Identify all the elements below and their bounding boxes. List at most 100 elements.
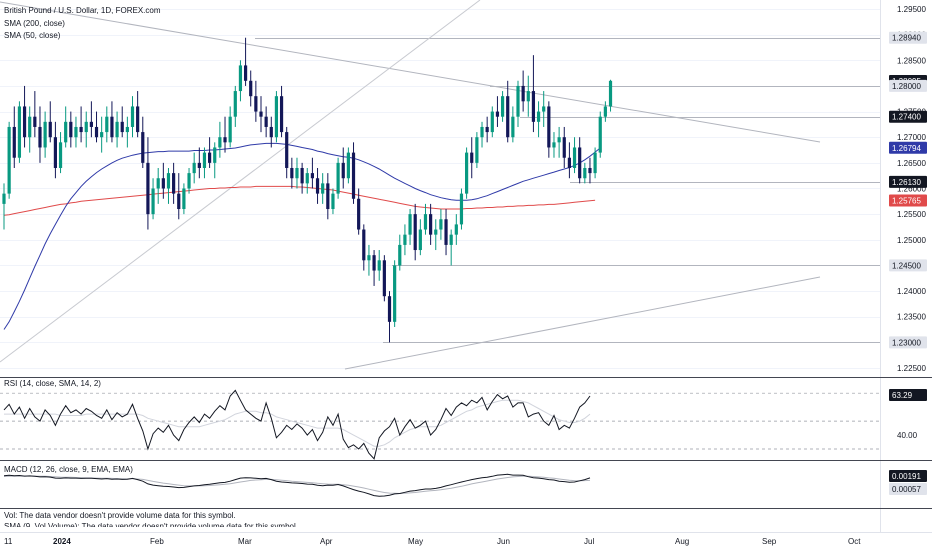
candle-body (315, 178, 320, 194)
time-label: Mar (238, 537, 252, 546)
candle-body (115, 121, 119, 138)
candle-body (470, 152, 474, 163)
candle-body (536, 111, 541, 122)
candle-body (418, 229, 422, 251)
candle-body (2, 193, 6, 204)
volume-sma-note: SMA (9, Vol Volume): The data vendor doe… (4, 522, 296, 527)
candle-body (413, 214, 417, 251)
moving-averages (3, 142, 601, 330)
candle-body (130, 106, 135, 127)
price-tick-label: 1.25500 (897, 210, 926, 219)
time-label: Oct (848, 537, 861, 546)
price-badge: 1.23000 (892, 338, 921, 347)
legend-sma50[interactable]: SMA (50, close) (4, 31, 61, 40)
time-label: Sep (762, 537, 777, 546)
volume-note: Vol: The data vendor doesn't provide vol… (4, 511, 236, 520)
time-axis[interactable]: 11 2024 Feb Mar Apr May Jun Jul Aug Sep Oct (0, 532, 932, 550)
candle-body (187, 173, 191, 189)
candle-body (7, 126, 11, 194)
candle-body (423, 214, 428, 230)
chart-title[interactable]: British Pound / U.S. Dollar, 1D, FOREX.c… (4, 6, 161, 15)
price-tick-label: 1.29500 (897, 5, 926, 14)
time-label: 2024 (53, 537, 71, 546)
price-badge-bg (889, 141, 927, 154)
time-axis-bg (0, 532, 932, 550)
price-badge-bg (889, 175, 927, 188)
candle-body (480, 126, 484, 138)
candle-body (321, 183, 325, 194)
macd-legend[interactable]: MACD (12, 26, close, 9, EMA, EMA) (4, 465, 133, 474)
candle-body (567, 157, 571, 168)
candle-body (48, 121, 52, 138)
price-badge: 1.26130 (892, 178, 921, 187)
macd-pane (3, 473, 591, 497)
signal-badge: 0.00057 (892, 485, 921, 494)
candle-body (500, 96, 505, 117)
candle-body (490, 111, 494, 133)
candle-body (572, 147, 577, 168)
candle-body (192, 162, 196, 174)
candle-body (367, 255, 371, 261)
candle-body (578, 147, 582, 179)
candle-body (310, 173, 314, 179)
candle-body (336, 162, 340, 194)
price-badge: 1.28940 (892, 34, 921, 43)
trend-line-descending (0, 1, 821, 143)
candle-body (506, 96, 510, 138)
candle-body (202, 152, 207, 168)
candle-body (12, 126, 16, 158)
candle-body (295, 167, 299, 179)
price-tick-label: 1.25000 (897, 236, 926, 245)
candle-body (243, 65, 248, 81)
candle-body (33, 116, 37, 127)
candle-body (125, 126, 129, 133)
sma50-line (3, 142, 601, 330)
rsi-tick-label: 40.00 (897, 431, 918, 440)
time-label: Aug (675, 537, 689, 546)
signal-badge-bg (889, 483, 927, 495)
time-label: May (408, 537, 423, 546)
candle-body (526, 91, 530, 102)
candle-body (28, 116, 32, 138)
candle-body (208, 152, 212, 163)
candle-body (387, 296, 392, 322)
candle-body (454, 224, 458, 235)
candle-body (285, 132, 289, 168)
candle-body (218, 137, 222, 148)
trend-line-ascending-steep (0, 0, 481, 363)
candle-body (177, 193, 181, 210)
candle-body (17, 106, 22, 158)
candle-body (300, 167, 304, 184)
horizontal-levels (255, 38, 880, 343)
time-label: 11 (4, 537, 13, 546)
price-badge-bg (889, 194, 927, 207)
rsi-legend[interactable]: RSI (14, close, SMA, 14, 2) (4, 379, 101, 388)
trend-lines (0, 0, 821, 370)
candle-body (136, 106, 140, 133)
price-badge-bg (889, 336, 927, 349)
rsi-sma-line (4, 399, 591, 447)
macd-badge: 0.00191 (892, 472, 921, 481)
candle-body (398, 244, 402, 266)
candle-body (598, 116, 602, 153)
candle-body (79, 126, 83, 133)
time-label: Jun (497, 537, 510, 546)
candle-body (495, 111, 500, 117)
candle-body (110, 116, 114, 138)
candle-body (38, 126, 42, 148)
candle-body (403, 234, 407, 245)
candle-body (182, 188, 186, 210)
legend-sma200[interactable]: SMA (200, close) (4, 19, 65, 28)
candle-body (377, 260, 381, 271)
price-tick-label: 1.28500 (897, 56, 926, 65)
candle-body (346, 152, 350, 179)
candle-body (161, 178, 165, 189)
candle-body (516, 85, 520, 117)
pane-separators (0, 377, 932, 509)
candle-body (74, 126, 78, 138)
candle-body (459, 193, 464, 225)
candle-body (465, 152, 469, 194)
candle-body (100, 132, 104, 138)
candle-body (357, 198, 361, 230)
